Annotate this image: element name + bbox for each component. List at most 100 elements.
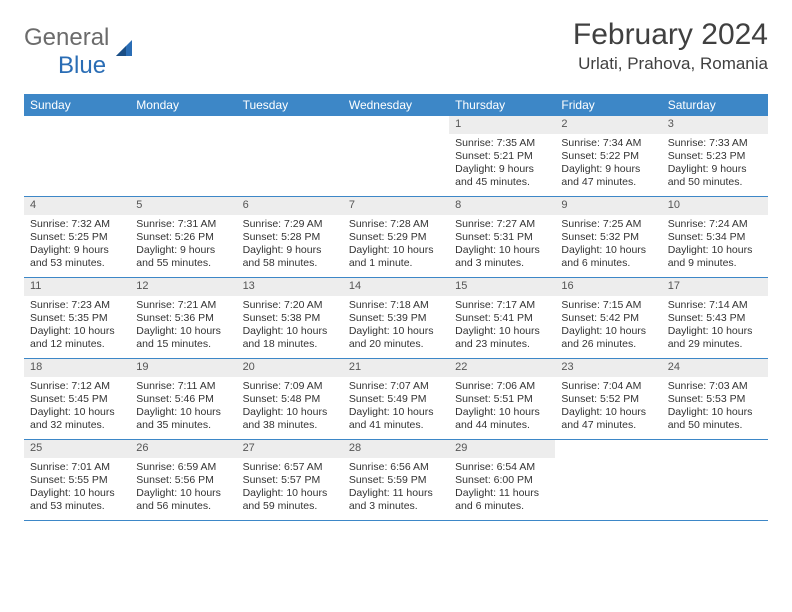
daylight-text: Daylight: 9 hours <box>455 163 549 176</box>
daylight-text: and 41 minutes. <box>349 419 443 432</box>
logo-text-general: General <box>24 24 109 51</box>
daylight-text: Daylight: 10 hours <box>243 406 337 419</box>
daylight-text: and 32 minutes. <box>30 419 124 432</box>
day-number: 1 <box>449 116 555 134</box>
calendar-day: 12Sunrise: 7:21 AMSunset: 5:36 PMDayligh… <box>130 278 236 358</box>
sunset-text: Sunset: 5:51 PM <box>455 393 549 406</box>
sunset-text: Sunset: 5:57 PM <box>243 474 337 487</box>
daylight-text: Daylight: 10 hours <box>136 325 230 338</box>
daylight-text: and 20 minutes. <box>349 338 443 351</box>
daylight-text: and 12 minutes. <box>30 338 124 351</box>
calendar-day: 29Sunrise: 6:54 AMSunset: 6:00 PMDayligh… <box>449 440 555 520</box>
sunset-text: Sunset: 5:43 PM <box>668 312 762 325</box>
daylight-text: and 26 minutes. <box>561 338 655 351</box>
day-number: 27 <box>237 440 343 458</box>
sunset-text: Sunset: 5:28 PM <box>243 231 337 244</box>
sunset-text: Sunset: 5:53 PM <box>668 393 762 406</box>
sunrise-text: Sunrise: 7:15 AM <box>561 299 655 312</box>
sunrise-text: Sunrise: 7:33 AM <box>668 137 762 150</box>
daylight-text: and 53 minutes. <box>30 257 124 270</box>
logo: General Blue <box>24 18 136 80</box>
day-number: 19 <box>130 359 236 377</box>
calendar-day: 28Sunrise: 6:56 AMSunset: 5:59 PMDayligh… <box>343 440 449 520</box>
sunset-text: Sunset: 5:49 PM <box>349 393 443 406</box>
daylight-text: Daylight: 10 hours <box>561 244 655 257</box>
daylight-text: and 59 minutes. <box>243 500 337 513</box>
day-number: 16 <box>555 278 661 296</box>
daylight-text: Daylight: 9 hours <box>30 244 124 257</box>
day-details: Sunrise: 7:07 AMSunset: 5:49 PMDaylight:… <box>343 377 449 439</box>
day-number: 23 <box>555 359 661 377</box>
calendar-day: 22Sunrise: 7:06 AMSunset: 5:51 PMDayligh… <box>449 359 555 439</box>
daylight-text: and 9 minutes. <box>668 257 762 270</box>
daylight-text: Daylight: 9 hours <box>243 244 337 257</box>
sunset-text: Sunset: 5:29 PM <box>349 231 443 244</box>
calendar-day: 6Sunrise: 7:29 AMSunset: 5:28 PMDaylight… <box>237 197 343 277</box>
daylight-text: and 18 minutes. <box>243 338 337 351</box>
day-number: 4 <box>24 197 130 215</box>
calendar-day: 21Sunrise: 7:07 AMSunset: 5:49 PMDayligh… <box>343 359 449 439</box>
daylight-text: and 56 minutes. <box>136 500 230 513</box>
day-details: Sunrise: 6:56 AMSunset: 5:59 PMDaylight:… <box>343 458 449 520</box>
daylight-text: and 38 minutes. <box>243 419 337 432</box>
daylight-text: and 58 minutes. <box>243 257 337 270</box>
day-number: 26 <box>130 440 236 458</box>
day-details: Sunrise: 7:27 AMSunset: 5:31 PMDaylight:… <box>449 215 555 277</box>
daylight-text: and 44 minutes. <box>455 419 549 432</box>
calendar-row: 4Sunrise: 7:32 AMSunset: 5:25 PMDaylight… <box>24 197 768 278</box>
day-details: Sunrise: 7:03 AMSunset: 5:53 PMDaylight:… <box>662 377 768 439</box>
day-details: Sunrise: 7:32 AMSunset: 5:25 PMDaylight:… <box>24 215 130 277</box>
calendar-day: 25Sunrise: 7:01 AMSunset: 5:55 PMDayligh… <box>24 440 130 520</box>
daylight-text: Daylight: 10 hours <box>243 487 337 500</box>
daylight-text: Daylight: 9 hours <box>561 163 655 176</box>
location: Urlati, Prahova, Romania <box>573 54 768 74</box>
sunset-text: Sunset: 5:23 PM <box>668 150 762 163</box>
sunset-text: Sunset: 5:41 PM <box>455 312 549 325</box>
sunset-text: Sunset: 6:00 PM <box>455 474 549 487</box>
day-details: Sunrise: 7:31 AMSunset: 5:26 PMDaylight:… <box>130 215 236 277</box>
sunrise-text: Sunrise: 7:20 AM <box>243 299 337 312</box>
daylight-text: and 47 minutes. <box>561 419 655 432</box>
day-number: 24 <box>662 359 768 377</box>
day-details: Sunrise: 7:04 AMSunset: 5:52 PMDaylight:… <box>555 377 661 439</box>
day-details: Sunrise: 7:34 AMSunset: 5:22 PMDaylight:… <box>555 134 661 196</box>
calendar-row: 18Sunrise: 7:12 AMSunset: 5:45 PMDayligh… <box>24 359 768 440</box>
daylight-text: Daylight: 10 hours <box>668 406 762 419</box>
daylight-text: and 6 minutes. <box>455 500 549 513</box>
sunrise-text: Sunrise: 7:06 AM <box>455 380 549 393</box>
calendar-day: 7Sunrise: 7:28 AMSunset: 5:29 PMDaylight… <box>343 197 449 277</box>
sunset-text: Sunset: 5:34 PM <box>668 231 762 244</box>
daylight-text: Daylight: 10 hours <box>455 406 549 419</box>
sunset-text: Sunset: 5:21 PM <box>455 150 549 163</box>
sunset-text: Sunset: 5:55 PM <box>30 474 124 487</box>
calendar-day: 17Sunrise: 7:14 AMSunset: 5:43 PMDayligh… <box>662 278 768 358</box>
sunrise-text: Sunrise: 7:11 AM <box>136 380 230 393</box>
daylight-text: Daylight: 10 hours <box>561 325 655 338</box>
day-number: 2 <box>555 116 661 134</box>
day-number: 15 <box>449 278 555 296</box>
sunrise-text: Sunrise: 7:35 AM <box>455 137 549 150</box>
month-title: February 2024 <box>573 18 768 52</box>
daylight-text: and 45 minutes. <box>455 176 549 189</box>
daylight-text: and 29 minutes. <box>668 338 762 351</box>
day-details: Sunrise: 7:09 AMSunset: 5:48 PMDaylight:… <box>237 377 343 439</box>
sunrise-text: Sunrise: 7:23 AM <box>30 299 124 312</box>
calendar-day: 24Sunrise: 7:03 AMSunset: 5:53 PMDayligh… <box>662 359 768 439</box>
daylight-text: Daylight: 10 hours <box>349 325 443 338</box>
calendar-day-empty <box>662 440 768 520</box>
daylight-text: and 53 minutes. <box>30 500 124 513</box>
day-number: 9 <box>555 197 661 215</box>
day-number: 20 <box>237 359 343 377</box>
sunrise-text: Sunrise: 7:25 AM <box>561 218 655 231</box>
day-details: Sunrise: 7:17 AMSunset: 5:41 PMDaylight:… <box>449 296 555 358</box>
day-details: Sunrise: 7:12 AMSunset: 5:45 PMDaylight:… <box>24 377 130 439</box>
day-details: Sunrise: 6:57 AMSunset: 5:57 PMDaylight:… <box>237 458 343 520</box>
daylight-text: and 47 minutes. <box>561 176 655 189</box>
calendar: SundayMondayTuesdayWednesdayThursdayFrid… <box>24 94 768 521</box>
calendar-day: 15Sunrise: 7:17 AMSunset: 5:41 PMDayligh… <box>449 278 555 358</box>
daylight-text: Daylight: 10 hours <box>455 244 549 257</box>
sunset-text: Sunset: 5:31 PM <box>455 231 549 244</box>
daylight-text: Daylight: 10 hours <box>561 406 655 419</box>
weekday-header: Thursday <box>449 94 555 116</box>
sunrise-text: Sunrise: 7:07 AM <box>349 380 443 393</box>
